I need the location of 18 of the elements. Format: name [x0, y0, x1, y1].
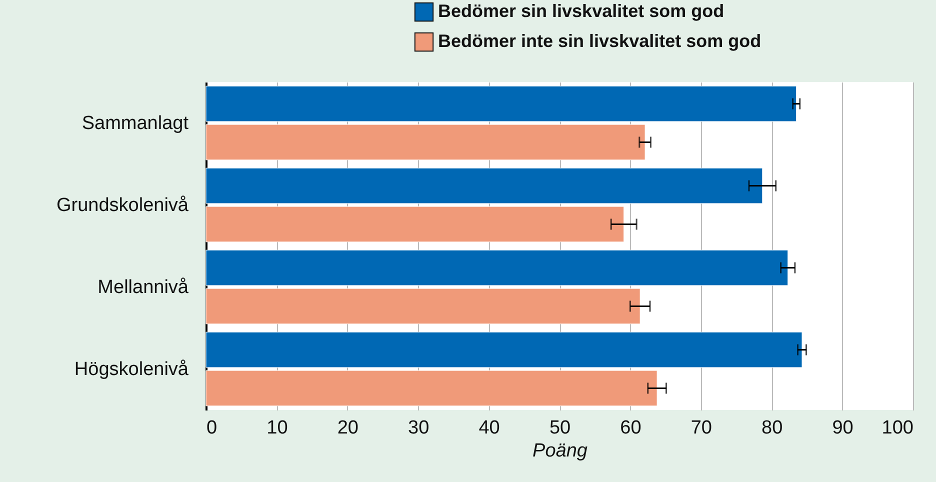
x-tick-label: 30 — [408, 418, 430, 438]
y-tick-label: Grundskolenivå — [56, 195, 189, 216]
x-tick-label: 40 — [478, 418, 500, 438]
x-tick-label: 100 — [882, 418, 914, 438]
x-tick-label: 20 — [337, 418, 358, 438]
x-tick-label: 0 — [206, 418, 218, 438]
x-axis-title: Poäng — [532, 440, 588, 462]
x-tick-label: 60 — [620, 418, 642, 438]
legend-label: Bedömer inte sin livskvalitet som god — [438, 31, 762, 51]
x-tick-label: 90 — [832, 418, 854, 438]
y-tick-label: Högskolenivå — [74, 359, 189, 380]
x-tick-label: 70 — [690, 418, 712, 438]
x-tick-label: 10 — [266, 418, 288, 438]
y-tick-label: Mellannivå — [98, 277, 189, 298]
y-tick-label: Sammanlagt — [82, 113, 190, 134]
x-tick-label: 50 — [549, 418, 571, 438]
x-tick-label: 80 — [762, 418, 783, 438]
legend-label: Bedömer sin livskvalitet som god — [438, 1, 724, 21]
